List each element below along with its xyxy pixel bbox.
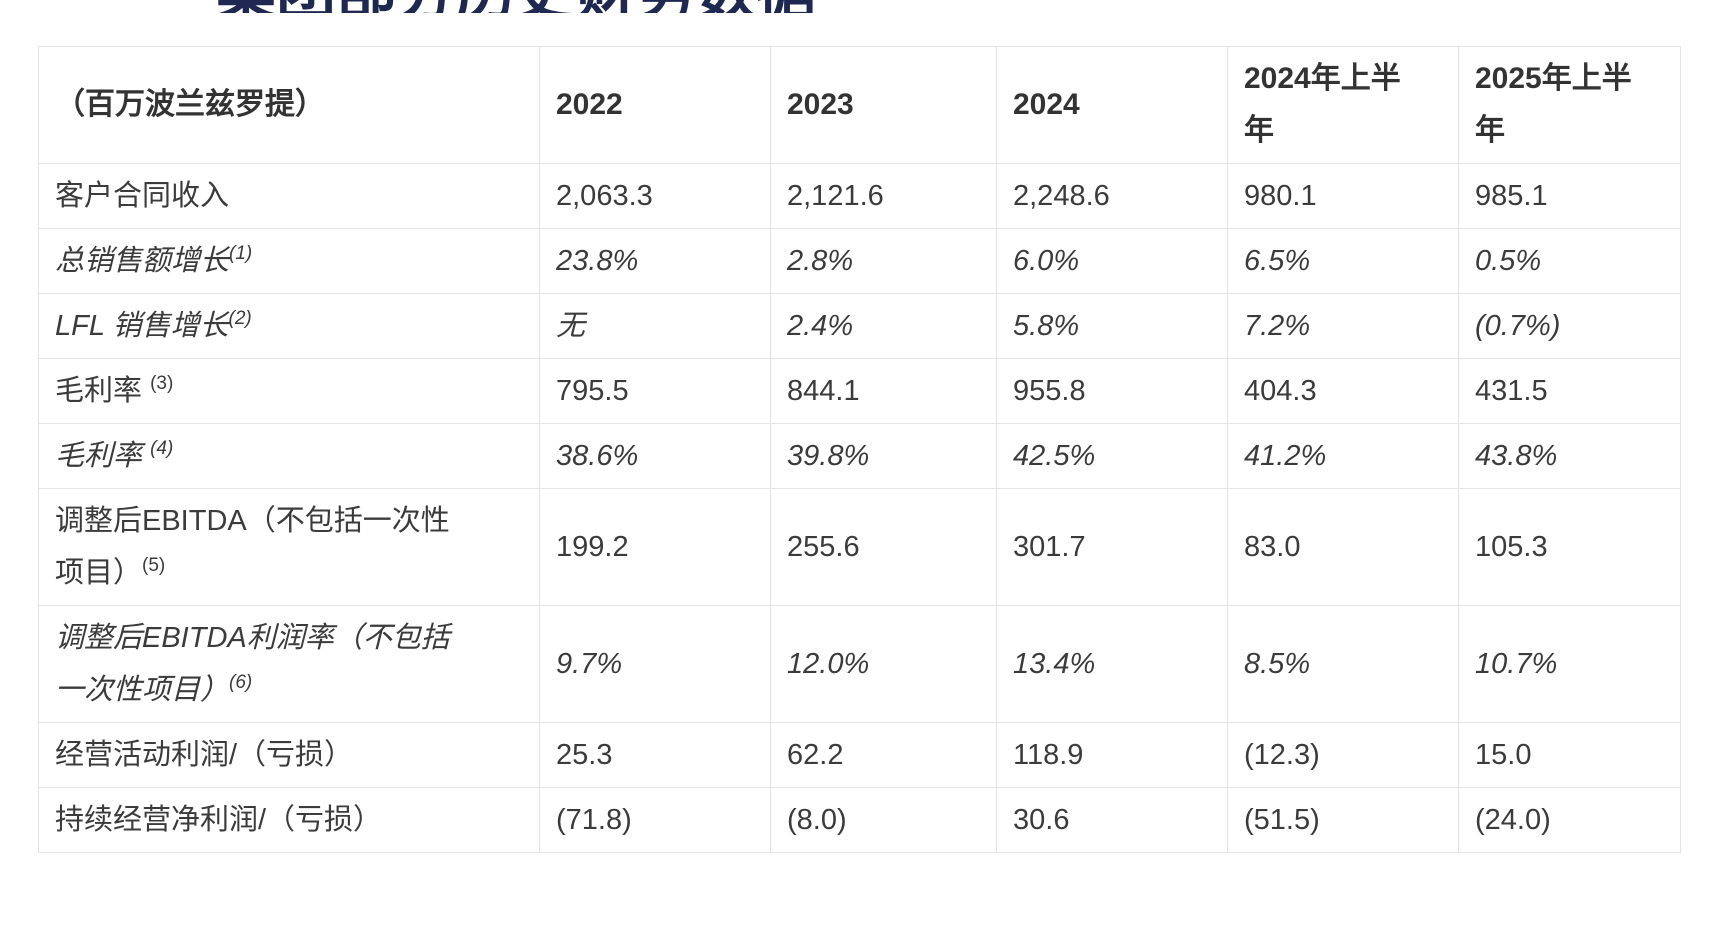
value-cell: (24.0) (1458, 787, 1681, 853)
value-cell: 255.6 (770, 488, 997, 606)
value-cell: 43.8% (1458, 423, 1681, 489)
value-cell: 844.1 (770, 358, 997, 424)
value-cell: 6.0% (996, 228, 1228, 294)
value-cell: 62.2 (770, 722, 997, 788)
table-row: 客户合同收入 2,063.3 2,121.6 2,248.6 980.1 985.1 (38, 163, 1681, 229)
column-header: 2025年上半年 (1458, 46, 1681, 164)
value-cell: (12.3) (1227, 722, 1459, 788)
value-cell: 404.3 (1227, 358, 1459, 424)
row-label: 客户合同收入 (38, 163, 540, 229)
column-header: 2023 (770, 46, 997, 164)
value-cell: (0.7%) (1458, 293, 1681, 359)
value-cell: (51.5) (1227, 787, 1459, 853)
footnote-ref: (4) (150, 438, 174, 459)
value-cell: 8.5% (1227, 605, 1459, 723)
value-cell: 10.7% (1458, 605, 1681, 723)
value-cell: 12.0% (770, 605, 997, 723)
value-cell: 5.8% (996, 293, 1228, 359)
row-label: 毛利率 (3) (38, 358, 540, 424)
column-header: 2022 (539, 46, 771, 164)
page-title-clipped: 集团部分历史财务数据 (38, 0, 1680, 13)
page-title: 集团部分历史财务数据 (216, 0, 816, 13)
value-cell: 955.8 (996, 358, 1228, 424)
column-header: 2024 (996, 46, 1228, 164)
value-cell: 985.1 (1458, 163, 1681, 229)
value-cell: 795.5 (539, 358, 771, 424)
value-cell: 2,121.6 (770, 163, 997, 229)
table-header: （百万波兰兹罗提） 2022 2023 2024 2024年上半年 2025年上半年 (38, 46, 1681, 164)
row-label: 调整后EBITDA（不包括一次性项目）(5) (38, 488, 540, 606)
footnote-ref: (1) (229, 243, 253, 264)
value-cell: 30.6 (996, 787, 1228, 853)
table-row: 毛利率 (3) 795.5 844.1 955.8 404.3 431.5 (38, 358, 1681, 424)
unit-header-cell: （百万波兰兹罗提） (38, 46, 540, 164)
table-row: LFL 销售增长(2) 无 2.4% 5.8% 7.2% (0.7%) (38, 293, 1681, 359)
value-cell: 15.0 (1458, 722, 1681, 788)
value-cell: 2.8% (770, 228, 997, 294)
value-cell: 41.2% (1227, 423, 1459, 489)
footnote-ref: (3) (150, 373, 174, 394)
value-cell: 2.4% (770, 293, 997, 359)
value-cell: 301.7 (996, 488, 1228, 606)
value-cell: 25.3 (539, 722, 771, 788)
column-header: 2024年上半年 (1227, 46, 1459, 164)
row-label: 毛利率 (4) (38, 423, 540, 489)
value-cell: 38.6% (539, 423, 771, 489)
row-label: 持续经营净利润/（亏损） (38, 787, 540, 853)
row-label: 调整后EBITDA利润率（不包括一次性项目）(6) (38, 605, 540, 723)
value-cell: 39.8% (770, 423, 997, 489)
value-cell: 13.4% (996, 605, 1228, 723)
value-cell: 0.5% (1458, 228, 1681, 294)
value-cell: 7.2% (1227, 293, 1459, 359)
table-row: 经营活动利润/（亏损） 25.3 62.2 118.9 (12.3) 15.0 (38, 722, 1681, 788)
value-cell: 980.1 (1227, 163, 1459, 229)
value-cell: 9.7% (539, 605, 771, 723)
value-cell: 199.2 (539, 488, 771, 606)
page-content: 集团部分历史财务数据 （百万波兰兹罗提） 2022202320242024年上半… (38, 0, 1681, 853)
footnote-ref: (5) (142, 555, 166, 576)
value-cell: 431.5 (1458, 358, 1681, 424)
value-cell: 23.8% (539, 228, 771, 294)
row-label: 经营活动利润/（亏损） (38, 722, 540, 788)
value-cell: 无 (539, 293, 771, 359)
value-cell: 6.5% (1227, 228, 1459, 294)
value-cell: 105.3 (1458, 488, 1681, 606)
row-label: 总销售额增长(1) (38, 228, 540, 294)
value-cell: (8.0) (770, 787, 997, 853)
footnote-ref: (6) (229, 672, 253, 693)
table-row: 持续经营净利润/（亏损） (71.8) (8.0) 30.6 (51.5) (24.0) (38, 787, 1681, 853)
value-cell: 42.5% (996, 423, 1228, 489)
row-label: LFL 销售增长(2) (38, 293, 540, 359)
value-cell: 2,248.6 (996, 163, 1228, 229)
value-cell: 83.0 (1227, 488, 1459, 606)
header-row: （百万波兰兹罗提） 2022 2023 2024 2024年上半年 2025年上半年 (38, 46, 1681, 164)
table-row: 调整后EBITDA（不包括一次性项目）(5) 199.2 255.6 301.7 83.… (38, 488, 1681, 606)
table-row: 毛利率 (4) 38.6% 39.8% 42.5% 41.2% 43.8% (38, 423, 1681, 489)
footnote-ref: (2) (228, 308, 252, 329)
table-body: 客户合同收入 2,063.3 2,121.6 2,248.6 980.1 985.1 总销售… (38, 163, 1681, 853)
table-row: 调整后EBITDA利润率（不包括一次性项目）(6) 9.7% 12.0% 13.4% 8… (38, 605, 1681, 723)
financial-data-table: （百万波兰兹罗提） 2022 2023 2024 2024年上半年 2025年上半年 客… (38, 46, 1681, 853)
table-row: 总销售额增长(1) 23.8% 2.8% 6.0% 6.5% 0.5% (38, 228, 1681, 294)
value-cell: 2,063.3 (539, 163, 771, 229)
value-cell: (71.8) (539, 787, 771, 853)
value-cell: 118.9 (996, 722, 1228, 788)
